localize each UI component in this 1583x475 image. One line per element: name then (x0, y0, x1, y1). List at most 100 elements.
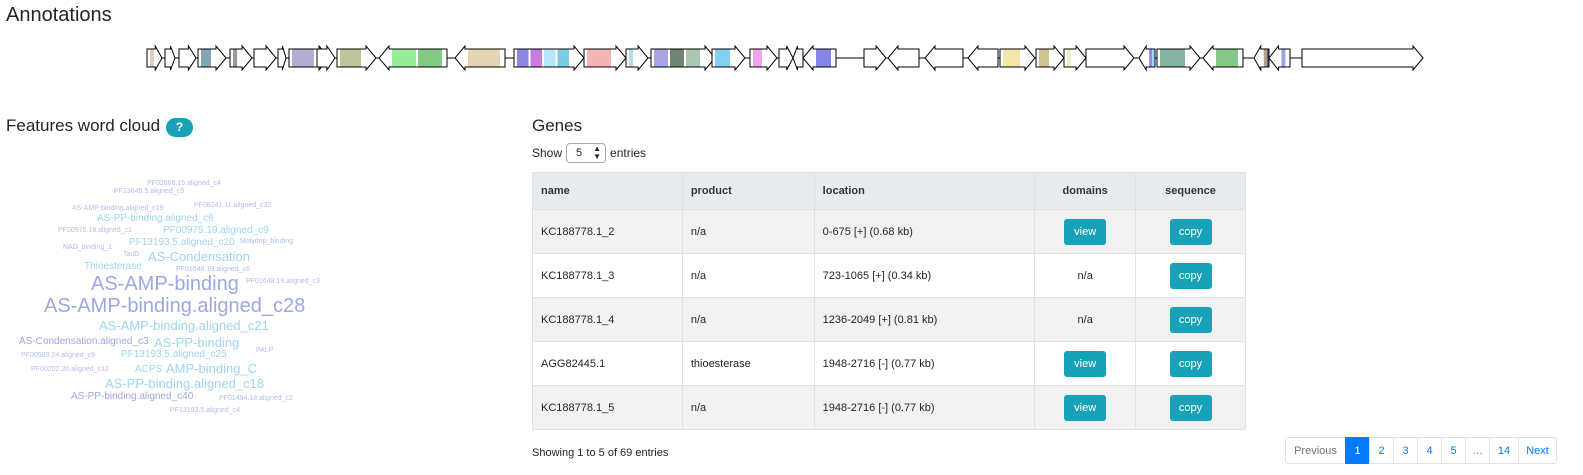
copy-sequence-button[interactable]: copy (1169, 218, 1212, 245)
gene-arrow[interactable] (1202, 44, 1244, 72)
gene-arrow[interactable] (513, 44, 585, 72)
gene-arrow[interactable] (1253, 44, 1270, 72)
column-header-sequence[interactable]: sequence (1135, 172, 1246, 210)
gene-arrow[interactable] (711, 44, 746, 72)
column-header-location[interactable]: location (813, 172, 1036, 210)
word-cloud-term[interactable]: AMP-binding_C (166, 361, 258, 376)
gene-domain-block[interactable] (1039, 46, 1049, 70)
word-cloud-term[interactable]: PF13193.5.aligned_c4 (170, 407, 241, 414)
word-cloud-term[interactable]: PF08241.11.aligned_c32 (194, 202, 272, 209)
gene-domain-block[interactable] (629, 46, 634, 70)
view-domains-button[interactable]: view (1064, 218, 1107, 245)
gene-domain-block[interactable] (1266, 46, 1270, 70)
page-link-2[interactable]: 2 (1369, 437, 1394, 464)
word-cloud-term[interactable]: PF01648.19.aligned_c6 (176, 266, 250, 273)
page-link-1[interactable]: 1 (1345, 437, 1370, 464)
gene-arrow[interactable] (336, 44, 377, 72)
gene-arrow[interactable] (749, 44, 778, 72)
gene-domain-block[interactable] (1067, 46, 1072, 70)
gene-domain-block[interactable] (233, 46, 238, 70)
gene-arrow[interactable] (1063, 44, 1087, 72)
word-cloud-term[interactable]: AS-Condensation (148, 249, 250, 264)
page-link-3[interactable]: 3 (1393, 437, 1418, 464)
view-domains-button[interactable]: view (1064, 394, 1107, 421)
view-domains-button[interactable]: view (1064, 350, 1107, 377)
gene-domain-block[interactable] (587, 46, 611, 70)
word-cloud-term[interactable]: ACPS (135, 364, 163, 375)
gene-arrow[interactable] (1085, 44, 1135, 72)
page-size-select[interactable]: 5 ▲ ▼ (566, 143, 607, 163)
gene-arrow[interactable] (887, 44, 920, 72)
gene-domain-block[interactable] (1003, 46, 1020, 70)
word-cloud-term[interactable]: AS-AMP-binding.aligned_c28 (44, 295, 306, 317)
page-link-4[interactable]: 4 (1417, 437, 1442, 464)
gene-arrow[interactable] (253, 44, 277, 72)
word-cloud-term[interactable]: TauD (123, 251, 140, 258)
gene-domain-block[interactable] (530, 46, 543, 70)
gene-arrow[interactable] (778, 45, 794, 71)
gene-arrow[interactable] (1268, 44, 1291, 72)
page-link-14[interactable]: 14 (1489, 437, 1519, 464)
gene-domain-block[interactable] (340, 46, 361, 70)
gene-arrow[interactable] (999, 44, 1036, 72)
word-cloud-term[interactable]: PF00503.24.aligned_c9 (21, 352, 95, 359)
gene-arrow[interactable] (277, 45, 287, 71)
gene-arrow[interactable] (583, 44, 627, 72)
gene-arrow[interactable] (146, 44, 163, 72)
gene-domain-block[interactable] (392, 46, 416, 70)
copy-sequence-button[interactable]: copy (1169, 394, 1212, 421)
word-cloud-term[interactable]: NAD_binding_1 (63, 244, 113, 251)
gene-domain-block[interactable] (816, 46, 831, 70)
gene-domain-block[interactable] (1281, 46, 1286, 70)
word-cloud-term[interactable]: AS-AMP-binding (91, 273, 239, 295)
copy-sequence-button[interactable]: copy (1169, 306, 1212, 333)
word-cloud-term[interactable]: Molydop_binding (240, 238, 293, 245)
gene-domain-block[interactable] (753, 46, 762, 70)
next-page-button[interactable]: Next (1518, 437, 1557, 464)
column-header-domains[interactable]: domains (1034, 172, 1137, 210)
gene-domain-block[interactable] (1152, 46, 1155, 70)
gene-arrow[interactable] (625, 44, 649, 72)
gene-arrow[interactable] (1138, 44, 1156, 72)
page-link-5[interactable]: 5 (1441, 437, 1466, 464)
word-cloud-help-button[interactable]: ? (166, 118, 193, 137)
gene-domain-block[interactable] (670, 46, 684, 70)
gene-arrow[interactable] (197, 44, 227, 72)
gene-arrow[interactable] (1035, 44, 1065, 72)
word-cloud-term[interactable]: PF13193.5.aligned_c25 (121, 349, 227, 360)
word-cloud-term[interactable]: PALP (256, 347, 274, 354)
word-cloud-term[interactable]: PF02668.15.aligned_c4 (147, 180, 221, 187)
gene-arrow[interactable] (967, 44, 999, 72)
word-cloud-term[interactable]: AS-PP-binding.aligned_c6 (97, 213, 214, 224)
gene-domain-block[interactable] (544, 46, 556, 70)
column-header-name[interactable]: name (532, 172, 683, 210)
gene-arrow[interactable] (792, 45, 804, 71)
word-cloud-term[interactable]: PF01494.18.aligned_c2 (219, 395, 293, 402)
word-cloud-term[interactable]: PF13193.5.aligned_c20 (129, 237, 235, 248)
word-cloud-term[interactable]: PF13649.5.aligned_c3 (114, 188, 185, 195)
word-cloud-term[interactable]: AS-PP-binding.aligned_c18 (105, 376, 264, 391)
word-cloud-term[interactable]: PF00202.20.aligned_c12 (31, 366, 109, 373)
gene-domain-block[interactable] (517, 46, 529, 70)
word-cloud-term[interactable]: PF01648.19.aligned_c3 (246, 278, 320, 285)
gene-domain-block[interactable] (468, 46, 500, 70)
word-cloud-term[interactable]: AS-PP-binding.aligned_c40 (71, 391, 194, 402)
word-cloud-term[interactable]: AS-AMP-binding.aligned_c21 (99, 318, 269, 333)
column-header-product[interactable]: product (681, 172, 815, 210)
word-cloud-term[interactable]: AS-PP-binding (154, 335, 240, 350)
gene-arrow[interactable] (454, 44, 506, 72)
gene-arrow[interactable] (378, 44, 448, 72)
gene-domain-block[interactable] (557, 46, 570, 70)
word-cloud-term[interactable]: AS-Condensation.aligned_c3 (19, 336, 149, 347)
gene-domain-block[interactable] (201, 46, 211, 70)
gene-arrow[interactable] (650, 44, 716, 72)
copy-sequence-button[interactable]: copy (1169, 350, 1212, 377)
copy-sequence-button[interactable]: copy (1169, 262, 1212, 289)
word-cloud-term[interactable]: AS-AMP-binding.aligned_c19 (72, 205, 164, 212)
gene-domain-block[interactable] (715, 46, 730, 70)
gene-domain-block[interactable] (292, 46, 314, 70)
gene-arrow[interactable] (164, 45, 176, 71)
gene-domain-block[interactable] (1216, 46, 1238, 70)
gene-arrow[interactable] (924, 44, 964, 72)
gene-arrow[interactable] (178, 44, 197, 72)
